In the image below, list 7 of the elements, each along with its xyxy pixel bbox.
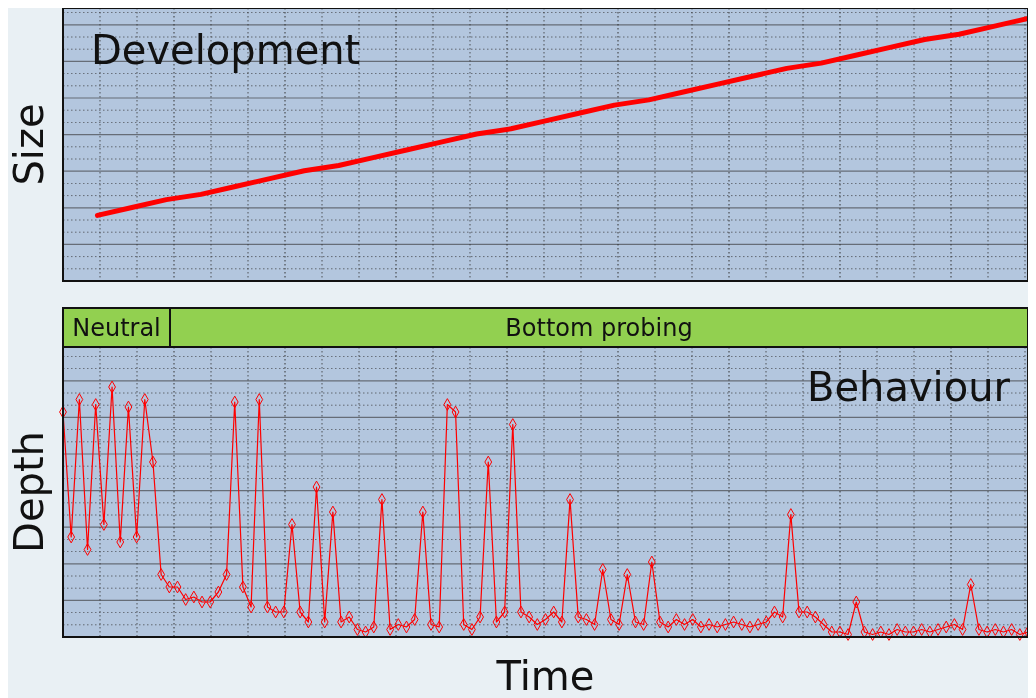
x-axis-title: Time bbox=[495, 653, 595, 698]
y-axis-title: Size bbox=[6, 103, 52, 186]
y-axis-title: Depth bbox=[6, 431, 52, 553]
text: Neutral bbox=[72, 314, 161, 342]
annotation: Behaviour bbox=[807, 364, 1011, 410]
text: Bottom probing bbox=[505, 314, 693, 342]
annotation: Development bbox=[91, 27, 361, 73]
